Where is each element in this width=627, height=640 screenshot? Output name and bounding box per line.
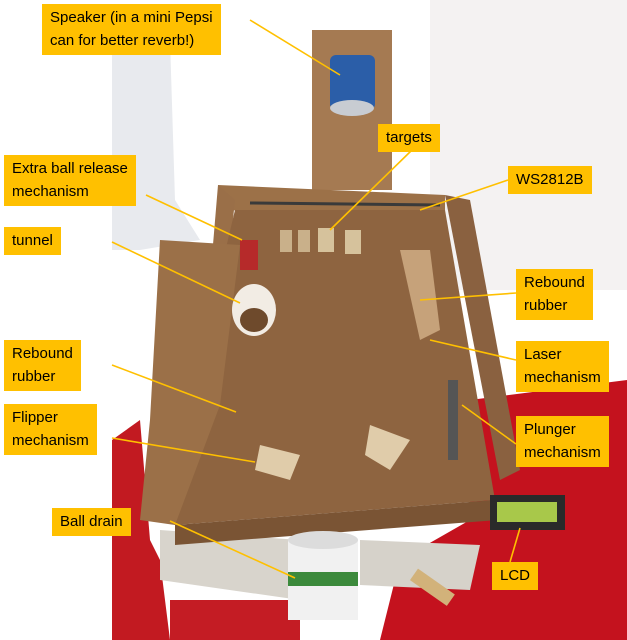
callout-laser: Laser mechanism	[516, 341, 609, 392]
target-1	[280, 230, 292, 252]
callout-targets-label: targets	[386, 129, 432, 146]
callout-extra-ball-line1: Extra ball release	[12, 160, 128, 177]
callout-speaker-line1: Speaker (in a mini Pepsi	[50, 9, 213, 26]
red-floor-bottom	[170, 600, 300, 640]
lcd-screen	[497, 502, 557, 522]
left-flipper	[255, 445, 300, 480]
callout-lcd-label: LCD	[500, 567, 531, 584]
callout-laser-line2: mechanism	[524, 369, 601, 386]
callout-targets: targets	[378, 124, 440, 152]
front-edge	[175, 500, 498, 545]
callout-speaker: Speaker (in a mini Pepsi can for better …	[42, 4, 221, 55]
tunnel-opening	[240, 308, 268, 332]
led-strip	[249, 201, 441, 207]
leader-speaker	[249, 19, 341, 76]
leader-extra-ball	[145, 194, 243, 241]
callout-rebound-right-line2: rubber	[524, 297, 568, 314]
ball-drain-rim	[288, 531, 358, 549]
callout-laser-line1: Laser	[524, 346, 562, 363]
wood-stick	[409, 568, 455, 606]
ball-drain-stripe	[288, 572, 358, 586]
leader-ball-drain	[169, 520, 296, 579]
callout-rebound-right-line1: Rebound	[524, 274, 585, 291]
callout-flipper-line1: Flipper	[12, 409, 58, 426]
callout-extra-ball-line2: mechanism	[12, 183, 89, 200]
target-3	[318, 228, 334, 252]
right-flipper	[365, 425, 410, 470]
callout-lcd: LCD	[492, 562, 539, 590]
extra-ball-release	[240, 240, 258, 270]
leader-tunnel	[111, 241, 241, 304]
back-wall	[218, 185, 445, 215]
leader-laser	[429, 339, 517, 361]
leader-targets	[329, 149, 413, 231]
target-4	[345, 230, 361, 254]
callout-rebound-left-line2: rubber	[12, 368, 56, 385]
leader-flipper	[111, 437, 256, 463]
right-wall	[445, 195, 520, 480]
newspaper	[160, 530, 300, 600]
callout-extra-ball: Extra ball release mechanism	[4, 155, 136, 206]
callout-plunger-line2: mechanism	[524, 444, 601, 461]
speaker-can-bottom	[330, 100, 374, 116]
callout-flipper: Flipper mechanism	[4, 404, 97, 455]
callout-ball-drain-label: Ball drain	[60, 513, 123, 530]
right-ramp	[400, 250, 440, 340]
plunger	[448, 380, 458, 460]
newspaper-right	[360, 540, 480, 590]
leader-rebound-right	[419, 292, 517, 301]
callout-rebound-left: Rebound rubber	[4, 340, 81, 391]
callout-plunger: Plunger mechanism	[516, 416, 609, 467]
callout-tunnel-label: tunnel	[12, 232, 53, 249]
callout-tunnel: tunnel	[4, 227, 61, 255]
leader-plunger	[461, 404, 517, 445]
target-2	[298, 230, 310, 252]
callout-flipper-line2: mechanism	[12, 432, 89, 449]
callout-rebound-left-line1: Rebound	[12, 345, 73, 362]
callout-rebound-right: Rebound rubber	[516, 269, 593, 320]
callout-speaker-line2: can for better reverb!)	[50, 32, 195, 49]
speaker-can	[330, 55, 375, 110]
callout-ws2812b-label: WS2812B	[516, 171, 584, 188]
playfield-left-panel	[140, 240, 240, 525]
callout-plunger-line1: Plunger	[524, 421, 576, 438]
leader-ws2812b	[419, 179, 509, 211]
callout-ball-drain: Ball drain	[52, 508, 131, 536]
callout-ws2812b: WS2812B	[508, 166, 592, 194]
leader-rebound-left	[111, 364, 237, 413]
red-floor-left	[112, 420, 170, 640]
leader-lcd	[509, 527, 521, 563]
